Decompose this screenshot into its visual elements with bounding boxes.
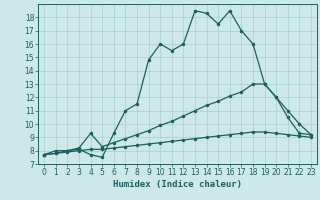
X-axis label: Humidex (Indice chaleur): Humidex (Indice chaleur) [113,180,242,189]
